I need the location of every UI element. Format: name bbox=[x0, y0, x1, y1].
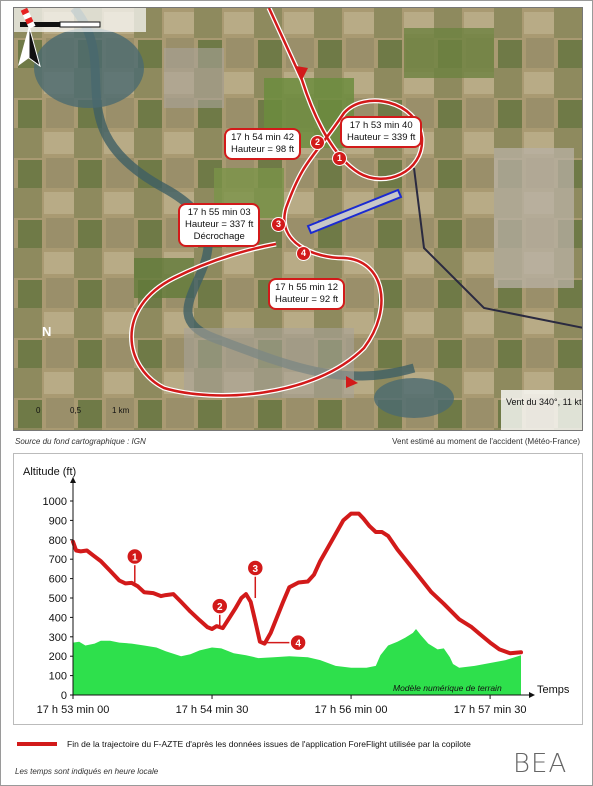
scale-tick-0: 0 bbox=[36, 406, 41, 415]
y-tick-label: 400 bbox=[49, 612, 67, 624]
flight-track bbox=[130, 8, 424, 397]
x-axis-arrow-icon bbox=[529, 692, 535, 698]
x-tick-label: 17 h 53 min 00 bbox=[37, 704, 110, 716]
y-tick-label: 100 bbox=[49, 671, 67, 683]
x-tick-label: 17 h 57 min 30 bbox=[454, 704, 527, 716]
legend-label-trajectory: Fin de la trajectoire du F-AZTE d'après … bbox=[67, 739, 471, 749]
wind-label: Vent du 340°, 11 kt bbox=[506, 397, 582, 407]
chart-ticks: 0 100 200 300 400 500 600 700 800 900 1000 17 h 53 … bbox=[37, 496, 527, 716]
y-tick-label: 600 bbox=[49, 574, 67, 586]
annotation-label-2: 2 bbox=[217, 602, 223, 613]
y-tick-label: 900 bbox=[49, 515, 67, 527]
annotation-marker-1 bbox=[126, 547, 144, 566]
map-marker-2: 2 bbox=[310, 135, 325, 150]
wind-panel bbox=[501, 390, 582, 430]
scale-tick-half: 0,5 bbox=[70, 406, 82, 415]
annotation-marker-3 bbox=[246, 559, 265, 577]
map-source-caption: Source du fond cartographique : IGN bbox=[15, 437, 146, 446]
y-tick-label: 700 bbox=[49, 554, 67, 566]
terrain-label: Modèle numérique de terrain bbox=[393, 683, 502, 693]
y-tick-label: 0 bbox=[61, 690, 67, 702]
chart-annotations: 1 2 3 4 bbox=[126, 547, 307, 652]
map-graphics bbox=[14, 8, 582, 430]
y-tick-label: 1000 bbox=[43, 496, 67, 508]
chart-frame bbox=[13, 453, 583, 725]
trajectory-line bbox=[71, 511, 523, 656]
y-tick-label: 200 bbox=[49, 651, 67, 663]
terrain-area bbox=[73, 629, 521, 695]
legend-swatch-trajectory bbox=[17, 742, 57, 746]
y-tick-label: 500 bbox=[49, 593, 67, 605]
annotation-marker-2 bbox=[211, 597, 229, 615]
y-axis-label: Altitude (ft) bbox=[23, 466, 76, 478]
map-marker-1: 1 bbox=[332, 151, 347, 166]
callout-1: 17 h 53 min 40 Hauteur = 339 ft bbox=[340, 116, 423, 148]
chart-axes bbox=[70, 477, 535, 698]
annotation-label-4: 4 bbox=[295, 639, 301, 650]
callout-4: 17 h 55 min 12 Hauteur = 92 ft bbox=[268, 278, 346, 310]
bea-logo: BEA bbox=[513, 749, 568, 779]
windsock-icon bbox=[20, 8, 36, 29]
annotation-label-3: 3 bbox=[253, 564, 259, 575]
north-label: N bbox=[42, 324, 52, 339]
y-axis-arrow-icon bbox=[70, 477, 76, 483]
callout-3: 17 h 55 min 03 Hauteur = 337 ft Décrochage bbox=[178, 203, 261, 247]
legend: Fin de la trajectoire du F-AZTE d'après … bbox=[17, 739, 471, 749]
x-axis-label: Temps bbox=[537, 684, 570, 696]
y-tick-label: 300 bbox=[49, 632, 67, 644]
altitude-chart: 0 100 200 300 400 500 600 700 800 900 1000 17 h 53 … bbox=[23, 466, 570, 716]
y-tick-label: 800 bbox=[49, 535, 67, 547]
x-tick-label: 17 h 54 min 30 bbox=[176, 704, 249, 716]
callout-2: 17 h 54 min 42 Hauteur = 98 ft bbox=[224, 128, 302, 160]
north-arrow-icon bbox=[18, 25, 41, 68]
scale-bar bbox=[14, 8, 146, 32]
annotation-label-1: 1 bbox=[132, 552, 138, 563]
time-footnote: Les temps sont indiqués en heure locale bbox=[15, 767, 159, 776]
map-marker-4: 4 bbox=[296, 246, 311, 261]
x-tick-label: 17 h 56 min 00 bbox=[315, 704, 388, 716]
satellite-map: 17 h 53 min 40 Hauteur = 339 ft 17 h 54 m… bbox=[13, 7, 583, 431]
scale-tick-1km: 1 km bbox=[112, 406, 130, 415]
map-wind-caption: Vent estimé au moment de l'accident (Mét… bbox=[392, 437, 580, 446]
map-marker-3: 3 bbox=[271, 217, 286, 232]
annotation-marker-4 bbox=[289, 633, 307, 652]
